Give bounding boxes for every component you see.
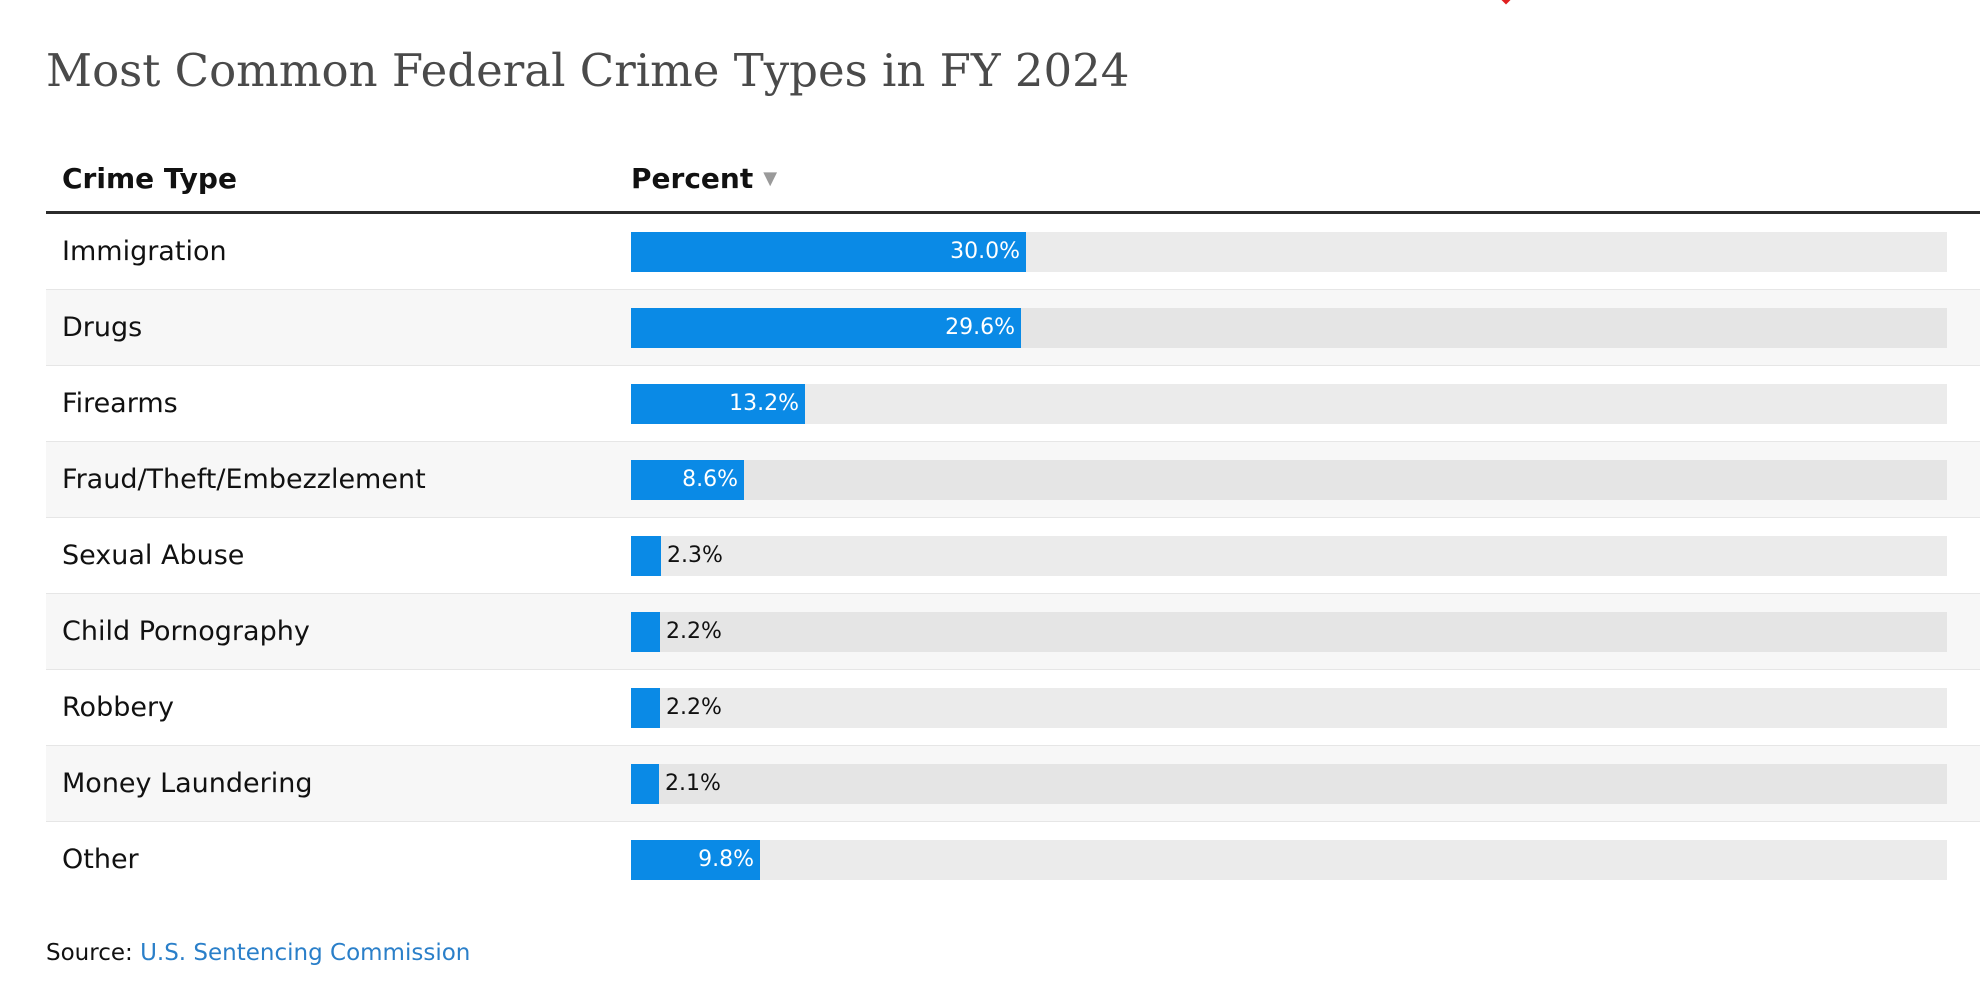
column-header-crime-type-label: Crime Type xyxy=(62,162,237,195)
bar-track: 30.0% xyxy=(631,232,1947,272)
bar xyxy=(631,232,1026,272)
sort-descending-icon[interactable]: ▼ xyxy=(763,167,778,189)
source-note: Source: U.S. Sentencing Commission xyxy=(46,940,470,966)
bar-track: 29.6% xyxy=(631,308,1947,348)
row-label: Robbery xyxy=(62,692,175,723)
bar-track: 8.6% xyxy=(631,460,1947,500)
bar-track: 13.2% xyxy=(631,384,1947,424)
row-label: Child Pornography xyxy=(62,616,310,647)
table-row: Drugs 29.6% xyxy=(46,290,1980,366)
row-label: Money Laundering xyxy=(62,768,313,799)
table-header: Crime Type Percent ▼ xyxy=(46,140,1980,214)
bar-value-label: 13.2% xyxy=(729,391,799,416)
bar xyxy=(631,764,659,804)
row-label: Sexual Abuse xyxy=(62,540,245,571)
table-row: Sexual Abuse 2.3% xyxy=(46,518,1980,594)
bar-value-label: 9.8% xyxy=(698,847,754,872)
table-row: Robbery 2.2% xyxy=(46,670,1980,746)
source-link[interactable]: U.S. Sentencing Commission xyxy=(140,940,471,966)
bar-value-label: 2.1% xyxy=(665,771,721,796)
bar-value-label: 2.3% xyxy=(667,543,723,568)
table-body: Immigration 30.0% Drugs 29.6% Firearms 13.2% F… xyxy=(46,214,1980,898)
bar xyxy=(631,536,661,576)
row-label: Fraud/Theft/Embezzlement xyxy=(62,464,426,495)
table-row: Child Pornography 2.2% xyxy=(46,594,1980,670)
row-label: Drugs xyxy=(62,312,143,343)
bar-value-label: 8.6% xyxy=(682,467,738,492)
bar-track: 9.8% xyxy=(631,840,1947,880)
row-label: Immigration xyxy=(62,236,227,267)
bar xyxy=(631,688,660,728)
row-label: Other xyxy=(62,844,139,875)
column-header-percent-label: Percent xyxy=(631,162,754,195)
bar-track: 2.2% xyxy=(631,688,1947,728)
bar-track: 2.2% xyxy=(631,612,1947,652)
bar-track: 2.1% xyxy=(631,764,1947,804)
table-row: Firearms 13.2% xyxy=(46,366,1980,442)
bar-value-label: 2.2% xyxy=(666,619,722,644)
table-row: Fraud/Theft/Embezzlement 8.6% xyxy=(46,442,1980,518)
chart-title: Most Common Federal Crime Types in FY 20… xyxy=(46,44,1130,97)
bar-value-label: 30.0% xyxy=(950,239,1020,264)
column-header-crime-type[interactable]: Crime Type xyxy=(62,162,237,195)
row-label: Firearms xyxy=(62,388,178,419)
top-marker xyxy=(1497,0,1515,5)
bar xyxy=(631,384,805,424)
table-row: Money Laundering 2.1% xyxy=(46,746,1980,822)
bar xyxy=(631,612,660,652)
bar xyxy=(631,840,760,880)
source-label: Source: xyxy=(46,940,133,966)
column-header-percent[interactable]: Percent ▼ xyxy=(631,162,777,195)
bar xyxy=(631,460,744,500)
table-row: Immigration 30.0% xyxy=(46,214,1980,290)
table-row: Other 9.8% xyxy=(46,822,1980,898)
bar-value-label: 2.2% xyxy=(666,695,722,720)
bar-value-label: 29.6% xyxy=(945,315,1015,340)
chart-table: Crime Type Percent ▼ Immigration 30.0% Drug… xyxy=(46,140,1980,898)
bar xyxy=(631,308,1021,348)
bar-track: 2.3% xyxy=(631,536,1947,576)
